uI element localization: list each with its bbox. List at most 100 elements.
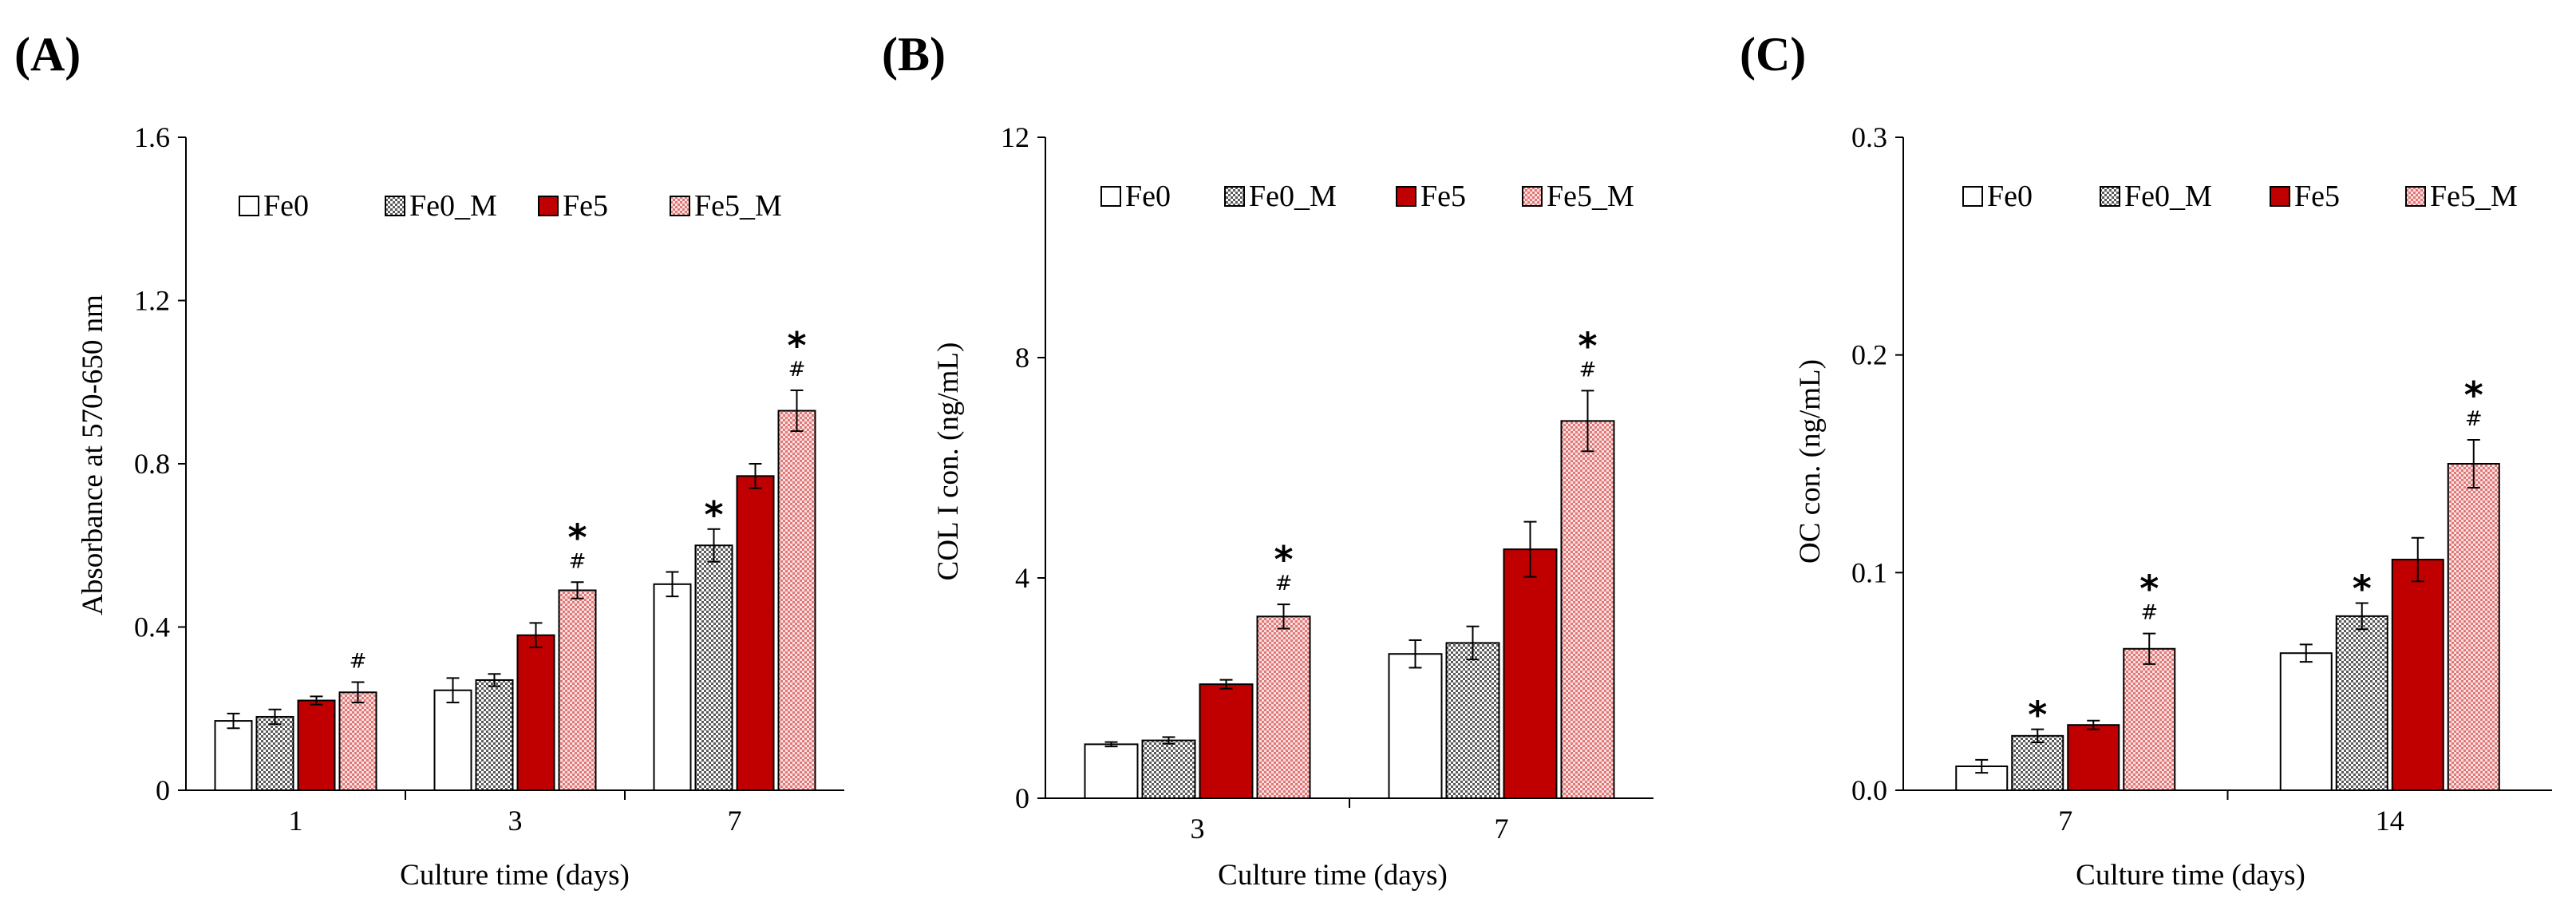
- legend-label-fe5: Fe5: [563, 189, 608, 223]
- panel-a-ytick-label: 1.2: [134, 285, 170, 317]
- legend-swatch-fe5: [538, 196, 559, 216]
- legend-swatch-fe0: [239, 196, 259, 216]
- significance-star: *: [704, 493, 723, 536]
- panel-c-ytick-label: 0.2: [1851, 339, 1887, 371]
- significance-hash: #: [350, 650, 367, 674]
- legend-swatch-fe0-m: [385, 196, 405, 216]
- legend-label-fe0: Fe0: [1125, 180, 1171, 213]
- panel-a-label: (A): [14, 28, 81, 81]
- bar-fe0-m-1: [255, 715, 294, 791]
- bar-fe0-3: [1084, 743, 1139, 800]
- panel-c-legend: Fe0 Fe0_M Fe5 Fe5_M: [1962, 180, 2518, 213]
- bar-fe5-3: [1199, 683, 1254, 799]
- bar-fe5-3: [516, 634, 555, 791]
- panel-a-x-ticks: 1 3 7: [289, 790, 742, 837]
- panel-a-ytick-label: 0.4: [134, 611, 170, 643]
- bar-fe5-m-14: [2447, 463, 2500, 791]
- panel-c-ytick-label: 0.1: [1851, 556, 1887, 588]
- legend-swatch-fe0: [1100, 186, 1121, 207]
- legend-label-fe0-m: Fe0_M: [409, 189, 497, 223]
- panel-b-label: (B): [882, 28, 946, 81]
- panel-a-xtick-label: 7: [728, 805, 742, 837]
- bar-fe0-7: [653, 583, 692, 791]
- significance-star: *: [2028, 694, 2047, 737]
- panel-c-y-ticks: 0.0 0.1 0.2 0.3: [1851, 121, 1903, 806]
- legend-label-fe0: Fe0: [1987, 180, 2033, 213]
- bar-fe5-m-3: [1256, 615, 1311, 799]
- bar-fe0-14: [2279, 652, 2333, 791]
- bar-fe5-1: [297, 699, 336, 792]
- bar-fe0-1: [214, 720, 253, 792]
- panel-a-xlabel: Culture time (days): [400, 859, 630, 892]
- panel-a-ytick-label: 0.8: [134, 448, 170, 480]
- panel-b-y-ticks: 0 4 8 12: [1001, 121, 1045, 814]
- panel-a-legend: Fe0 Fe0_M Fe5 Fe5_M: [239, 189, 782, 223]
- panel-a-axes: [185, 137, 844, 791]
- panel-a-ytick-label: 1.6: [134, 121, 170, 153]
- panel-c-x-ticks: 7 14: [2058, 790, 2404, 837]
- panel-c-ytick-label: 0.3: [1851, 121, 1887, 153]
- panel-b-ytick-label: 12: [1001, 121, 1029, 153]
- significance-hash: #: [2140, 601, 2158, 625]
- significance-star: *: [1274, 538, 1293, 581]
- panel-b: (B) COL I con. (ng/mL) Culture time (day…: [882, 28, 1653, 892]
- bar-fe5-m-7: [777, 410, 816, 791]
- panel-c-axes: [1902, 137, 2552, 791]
- panel-a-y-ticks: 0 0.4 0.8 1.2 1.6: [134, 121, 186, 806]
- legend-swatch-fe0-m: [1224, 186, 1245, 207]
- bar-fe0-m-7: [694, 544, 733, 791]
- bar-fe0-3: [433, 689, 472, 792]
- bar-fe0-7: [1388, 653, 1443, 799]
- legend-label-fe5-m: Fe5_M: [694, 189, 782, 223]
- panel-b-ytick-label: 8: [1015, 342, 1029, 374]
- bar-fe5-m-7: [1560, 420, 1615, 799]
- bar-fe0-m-14: [2335, 615, 2388, 791]
- legend-swatch-fe5-m: [1522, 186, 1543, 207]
- panel-b-ylabel: COL I con. (ng/mL): [932, 342, 965, 581]
- significance-star: *: [1578, 324, 1597, 367]
- panel-b-xtick-label: 3: [1191, 813, 1205, 845]
- bar-fe0-m-7: [2011, 734, 2064, 791]
- legend-swatch-fe5-m: [2405, 186, 2426, 207]
- bar-fe5-7: [1503, 548, 1558, 799]
- panel-b-ytick-label: 4: [1015, 562, 1029, 594]
- panel-c-xlabel: Culture time (days): [2076, 859, 2305, 892]
- panel-c-ylabel: OC con. (ng/mL): [1794, 359, 1827, 564]
- legend-label-fe5: Fe5: [1420, 180, 1466, 213]
- panel-b-bars: #*#*: [1084, 324, 1615, 800]
- significance-hash: #: [788, 358, 806, 382]
- bar-fe5-m-1: [338, 691, 377, 791]
- significance-hash: #: [1579, 358, 1597, 382]
- panel-b-xlabel: Culture time (days): [1218, 859, 1448, 892]
- legend-swatch-fe0-m: [2100, 186, 2120, 207]
- bar-fe0-m-3: [1141, 739, 1196, 799]
- panel-c-bars: *#* *#*: [1955, 374, 2500, 792]
- bar-fe5-14: [2391, 558, 2444, 791]
- panel-a-ytick-label: 0: [156, 774, 170, 806]
- legend-swatch-fe0: [1962, 186, 1983, 207]
- bar-fe0-m-3: [475, 679, 514, 792]
- panel-c-label: (C): [1740, 28, 1806, 81]
- bar-fe5-m-3: [558, 589, 597, 791]
- significance-star: *: [2139, 568, 2159, 611]
- bar-fe5-m-7: [2123, 647, 2176, 791]
- significance-star: *: [2464, 374, 2483, 417]
- significance-star: *: [2353, 568, 2372, 611]
- significance-hash: #: [1275, 572, 1293, 595]
- bar-fe0-m-7: [1445, 642, 1500, 799]
- panel-a-xtick-label: 1: [289, 805, 303, 837]
- legend-swatch-fe5: [1396, 186, 1416, 207]
- significance-star: *: [787, 324, 806, 367]
- significance-hash: #: [2465, 407, 2483, 431]
- significance-hash: #: [569, 549, 587, 573]
- bar-fe5-7: [2067, 724, 2120, 792]
- panel-a-xtick-label: 3: [508, 805, 523, 837]
- panel-b-legend: Fe0 Fe0_M Fe5 Fe5_M: [1100, 180, 1634, 213]
- panel-a-ylabel: Absorbance at 570-650 nm: [77, 295, 109, 615]
- panel-a: (A) Absorbance at 570-650 nm Culture tim…: [14, 28, 844, 892]
- legend-swatch-fe5: [2270, 186, 2290, 207]
- legend-label-fe0-m: Fe0_M: [2124, 180, 2212, 213]
- legend-label-fe5-m: Fe5_M: [1547, 180, 1634, 213]
